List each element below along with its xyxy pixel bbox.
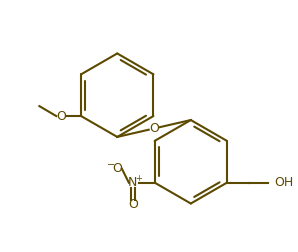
Text: O: O	[56, 110, 66, 122]
Text: O: O	[149, 122, 159, 135]
Text: O: O	[128, 198, 138, 211]
Text: O: O	[112, 162, 122, 175]
Text: −: −	[107, 160, 116, 170]
Text: N: N	[128, 176, 137, 189]
Text: +: +	[135, 174, 142, 183]
Text: OH: OH	[275, 176, 294, 189]
